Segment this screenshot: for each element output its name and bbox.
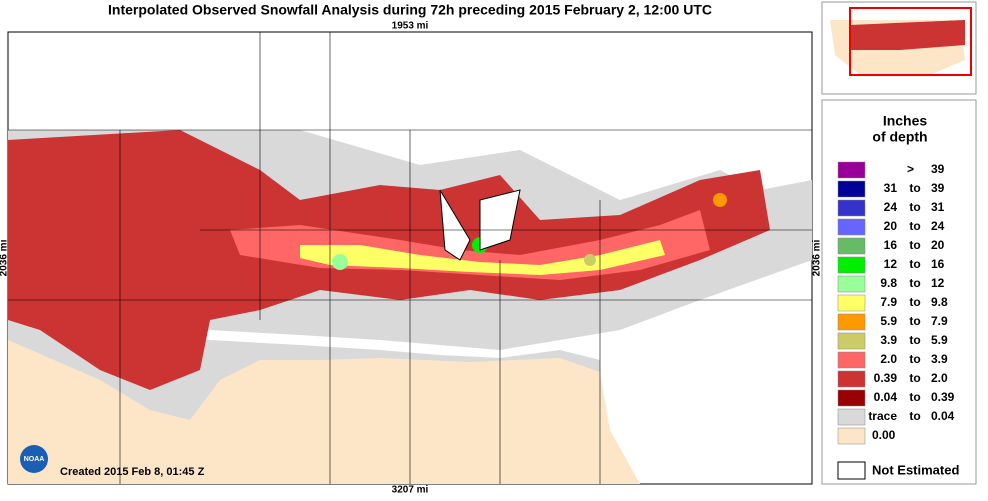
legend-label: 0.39 [931, 390, 955, 404]
legend-swatch [837, 370, 866, 388]
legend-swatch [837, 427, 866, 445]
legend-label: 3.9 [880, 333, 897, 347]
legend-swatch [837, 199, 866, 217]
legend-label: 16 [884, 238, 898, 252]
legend-label: 39 [931, 181, 945, 195]
legend-label: to [909, 238, 920, 252]
legend-label: to [909, 200, 920, 214]
legend-label: 24 [884, 200, 898, 214]
title: Interpolated Observed Snowfall Analysis … [108, 2, 712, 18]
legend-swatch [837, 408, 866, 426]
legend-label: to [909, 371, 920, 385]
legend-label: to [909, 333, 920, 347]
legend-title: Inches [883, 113, 928, 129]
legend-label: to [909, 409, 920, 423]
legend-label: 0.04 [874, 390, 898, 404]
legend-label: 0.04 [931, 409, 955, 423]
top-scale: 1953 mi [392, 21, 429, 32]
legend-swatch [837, 256, 866, 274]
legend-label: 3.9 [931, 352, 948, 366]
legend-label: 9.8 [880, 276, 897, 290]
legend-label: 12 [931, 276, 945, 290]
legend-label: 20 [931, 238, 945, 252]
legend-label: to [909, 181, 920, 195]
legend-label: to [909, 219, 920, 233]
legend-swatch [837, 218, 866, 236]
legend-label: 2.0 [931, 371, 948, 385]
legend-label: 7.9 [931, 314, 948, 328]
not-estimated-label: Not Estimated [872, 462, 959, 477]
legend-swatch [837, 313, 866, 331]
legend-label: to [909, 390, 920, 404]
legend-label: 7.9 [880, 295, 897, 309]
legend-label: 20 [884, 219, 898, 233]
not-estimated-swatch [837, 461, 866, 480]
inset-frame [849, 7, 972, 76]
legend-label: trace [868, 409, 897, 423]
legend-label: 0.00 [872, 428, 896, 442]
legend-label: to [909, 276, 920, 290]
legend-label: 39 [931, 162, 945, 176]
legend-label: to [909, 257, 920, 271]
legend-label: to [909, 314, 920, 328]
legend-swatch [837, 351, 866, 369]
logo-text: NOAA [24, 456, 45, 463]
legend-swatch [837, 332, 866, 350]
legend-swatch [837, 161, 866, 179]
legend-label: 5.9 [931, 333, 948, 347]
created-note: Created 2015 Feb 8, 01:45 Z [60, 466, 205, 478]
legend-label: 24 [931, 219, 945, 233]
bottom-scale: 3207 mi [392, 485, 429, 496]
legend-label: 31 [884, 181, 898, 195]
map: NOAA [7, 31, 813, 485]
legend-label: > [907, 162, 914, 176]
legend-label: 9.8 [931, 295, 948, 309]
legend-swatch [837, 180, 866, 198]
legend-label: 31 [931, 200, 945, 214]
legend-swatch [837, 389, 866, 407]
left-scale: 2036 mi [0, 239, 10, 276]
legend-swatch [837, 237, 866, 255]
legend-label: 0.39 [874, 371, 898, 385]
legend-swatch [837, 294, 866, 312]
legend-label: to [909, 352, 920, 366]
legend-label: to [909, 295, 920, 309]
inset-snow [850, 20, 965, 50]
logo [20, 445, 48, 473]
legend-title: of depth [872, 129, 927, 145]
legend-swatch [837, 275, 866, 293]
legend-label: 16 [931, 257, 945, 271]
legend-label: 5.9 [880, 314, 897, 328]
right-scale: 2036 mi [812, 239, 823, 276]
legend-label: 12 [884, 257, 898, 271]
legend-label: 2.0 [880, 352, 897, 366]
